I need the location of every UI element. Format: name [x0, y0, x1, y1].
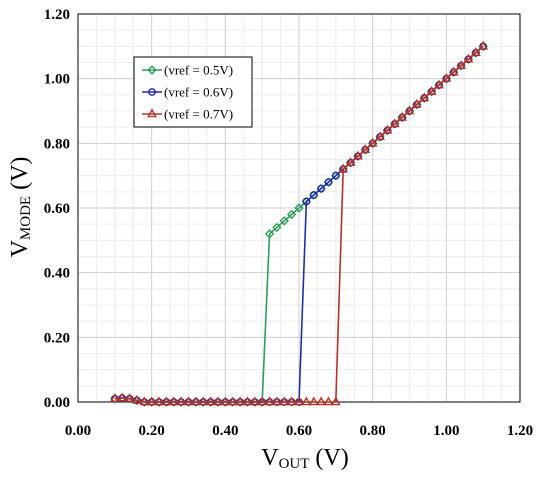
data-point — [272, 396, 282, 406]
data-point — [301, 396, 312, 406]
data-point — [220, 396, 231, 406]
data-point — [382, 124, 393, 134]
data-point — [323, 396, 334, 406]
x-tick-label: 0.60 — [286, 423, 312, 439]
data-point — [286, 396, 297, 406]
data-point — [147, 108, 157, 118]
data-point — [205, 396, 216, 406]
y-axis-title-unit: (V) — [7, 157, 33, 196]
data-point — [426, 85, 437, 95]
data-point — [294, 203, 304, 213]
legend-item: (vref = 0.7V) — [142, 107, 233, 122]
y-axis-title-sub: MODE — [18, 196, 34, 240]
data-point — [316, 396, 326, 406]
data-point — [235, 396, 245, 406]
data-point — [227, 396, 238, 406]
legend-item: (vref = 0.5V) — [142, 63, 233, 78]
data-point — [161, 396, 172, 406]
data-point — [168, 396, 179, 406]
data-point — [389, 118, 400, 128]
data-point — [124, 393, 135, 403]
series-3 — [109, 40, 489, 406]
data-point — [264, 396, 275, 406]
x-tick-label: 0.00 — [65, 423, 91, 439]
data-point — [190, 396, 201, 406]
y-tick-label: 0.60 — [44, 201, 70, 217]
data-point — [294, 396, 304, 406]
data-point — [353, 150, 363, 160]
x-axis-title-sub: OUT — [279, 456, 310, 472]
data-point — [257, 396, 268, 406]
data-point — [286, 209, 297, 220]
data-point — [470, 47, 481, 57]
x-axis-title: VOUT (V) — [261, 445, 349, 472]
data-point — [109, 393, 120, 403]
data-point — [441, 73, 452, 82]
data-point — [139, 396, 150, 406]
data-point — [249, 396, 260, 406]
data-point — [345, 157, 356, 166]
data-point — [309, 191, 318, 199]
data-point — [272, 222, 282, 233]
data-point — [338, 163, 349, 173]
data-point — [279, 216, 289, 226]
y-axis-title-main: V — [7, 239, 33, 257]
data-point — [183, 396, 194, 406]
y-tick-label: 0.20 — [44, 330, 70, 346]
legend: (vref = 0.5V) (vref = 0.6V) (vref = 0.7V) — [133, 56, 253, 128]
data-point — [117, 392, 128, 402]
series-layer — [109, 40, 489, 407]
y-tick-label: 1.00 — [44, 72, 70, 88]
legend-label: (vref = 0.5V) — [164, 63, 233, 78]
x-axis-title-main: V — [261, 445, 279, 471]
y-tick-label: 0.80 — [44, 136, 70, 152]
data-point — [463, 53, 474, 63]
x-tick-label: 1.20 — [507, 423, 533, 439]
y-tick-label: 1.20 — [44, 7, 70, 23]
data-point — [331, 171, 340, 180]
data-point — [317, 184, 325, 193]
data-point — [132, 394, 142, 404]
y-axis-title: VMODE (V) — [7, 157, 34, 258]
data-point — [404, 105, 415, 115]
data-point — [448, 66, 459, 76]
data-point — [302, 197, 311, 206]
x-axis-ticks: 0.00 0.20 0.40 0.60 0.80 1.00 1.20 — [65, 423, 533, 439]
x-tick-label: 0.20 — [139, 423, 165, 439]
data-point — [242, 396, 253, 406]
data-point — [419, 92, 430, 102]
data-point — [411, 98, 422, 108]
data-point — [397, 111, 408, 121]
x-tick-label: 1.00 — [433, 423, 459, 439]
data-point — [324, 178, 333, 187]
data-point — [360, 144, 371, 154]
x-tick-label: 0.80 — [360, 423, 386, 439]
data-point — [147, 65, 157, 75]
data-point — [146, 396, 157, 406]
data-point — [308, 396, 319, 406]
data-point — [264, 229, 275, 239]
data-point — [154, 396, 164, 406]
legend-label: (vref = 0.7V) — [164, 107, 233, 122]
y-axis-ticks: 0.00 0.20 0.40 0.60 0.80 1.00 1.20 — [44, 7, 70, 411]
data-point — [367, 137, 378, 147]
legend-label: (vref = 0.6V) — [164, 85, 233, 100]
data-point — [148, 88, 156, 96]
y-tick-label: 0.00 — [44, 395, 70, 411]
data-point — [176, 396, 187, 406]
x-axis-title-unit: (V) — [309, 445, 348, 471]
data-point — [279, 396, 290, 406]
data-point — [478, 40, 489, 50]
x-tick-label: 0.40 — [212, 423, 238, 439]
data-point — [330, 396, 341, 406]
legend-item: (vref = 0.6V) — [142, 85, 233, 100]
y-tick-label: 0.40 — [44, 266, 70, 282]
data-point — [434, 79, 444, 89]
data-point — [456, 60, 466, 69]
data-point — [213, 396, 223, 406]
data-point — [375, 131, 385, 141]
data-point — [198, 396, 209, 406]
